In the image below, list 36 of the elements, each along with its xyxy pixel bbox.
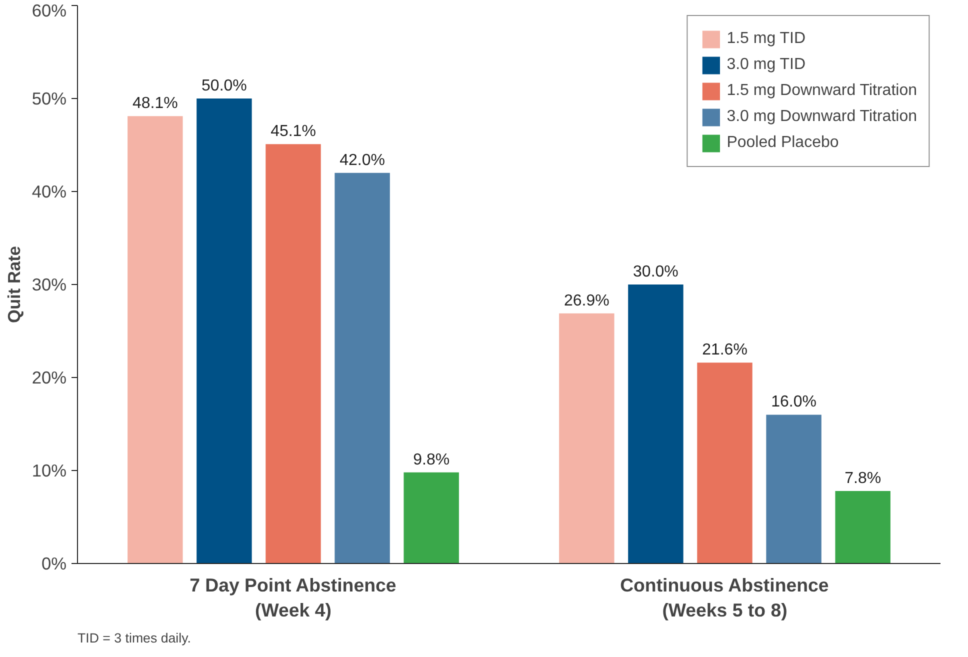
data-label: 48.1%: [132, 95, 178, 112]
y-tick-label: 10%: [32, 460, 67, 480]
data-label: 16.0%: [771, 394, 816, 411]
bar: [697, 362, 752, 564]
data-label: 9.8%: [413, 451, 450, 468]
data-label: 42.0%: [340, 152, 385, 169]
x-tick-label: 7 Day Point Abstinence (Week 4): [190, 574, 396, 621]
x-tick-label: Continuous Abstinence (Weeks 5 to 8): [620, 574, 829, 621]
data-label: 45.1%: [270, 123, 316, 140]
y-tick-label: 50%: [32, 88, 67, 108]
legend-label: 3.0 mg Downward Titration: [726, 108, 917, 126]
data-label: 7.8%: [844, 470, 882, 487]
legend-label: 3.0 mg TID: [726, 56, 806, 74]
bar: [404, 472, 459, 564]
bar: [334, 172, 390, 564]
legend-label: Pooled Placebo: [726, 134, 839, 152]
data-label: 21.6%: [702, 342, 748, 359]
y-tick-label: 20%: [32, 368, 67, 388]
data-label: 30.0%: [633, 264, 678, 280]
bar: [128, 116, 183, 564]
legend-label: 1.5 mg Downward Titration: [726, 82, 917, 100]
y-tick-label: 30%: [32, 274, 67, 294]
bar: [266, 144, 321, 564]
y-tick-label: 0%: [41, 554, 66, 574]
bar: [559, 313, 614, 564]
legend-label: 1.5 mg TID: [726, 30, 806, 48]
data-label: 50.0%: [202, 78, 247, 94]
bar: [628, 284, 684, 564]
data-label: 26.9%: [564, 292, 610, 310]
bar: [835, 490, 890, 564]
y-tick-label: 40%: [32, 182, 67, 202]
bar: [766, 414, 822, 564]
y-axis-title: Quit Rate: [4, 246, 24, 324]
bar: [196, 98, 252, 564]
text: TID = 3 times daily.: [78, 630, 191, 646]
y-tick-label: 60%: [32, 0, 67, 20]
